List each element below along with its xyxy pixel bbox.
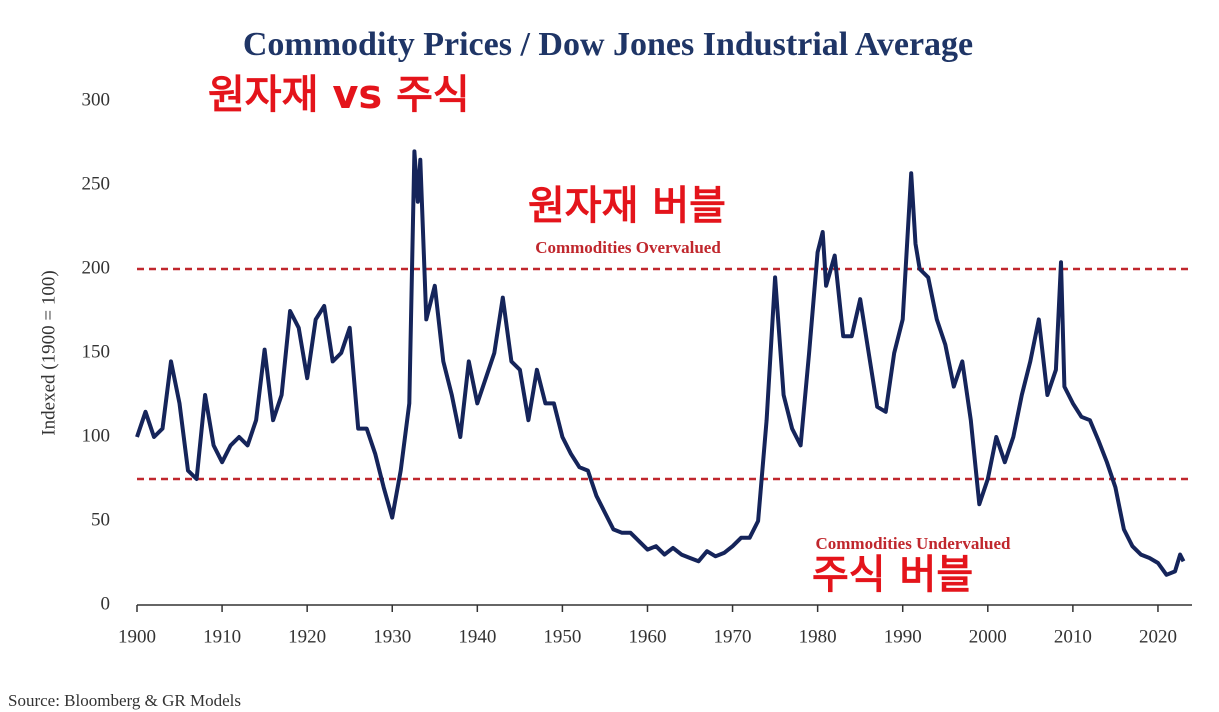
x-tick-label: 2020 [1139, 626, 1177, 647]
x-tick-label: 2000 [969, 626, 1007, 647]
y-tick-label: 300 [82, 89, 111, 110]
x-tick-label: 1980 [799, 626, 837, 647]
y-tick-label: 50 [91, 509, 110, 530]
source: Source: Bloomberg & GR Models [8, 691, 241, 710]
x-tick-label: 1930 [373, 626, 411, 647]
reference-label: Commodities Overvalued [535, 238, 721, 257]
chart-title: Commodity Prices / Dow Jones Industrial … [243, 26, 973, 63]
x-tick-label: 1970 [714, 626, 752, 647]
x-tick-label: 1920 [288, 626, 326, 647]
annotation: 원자재 vs 주식 [208, 72, 470, 118]
data-line [135, 149, 1186, 577]
y-tick-label: 250 [82, 173, 111, 194]
x-tick-label: 2010 [1054, 626, 1092, 647]
annotation: 원자재 버블 [528, 183, 726, 229]
x-tick-label: 1990 [884, 626, 922, 647]
y-tick-label: 100 [82, 425, 111, 446]
reference-label: Commodities Undervalued [815, 534, 1011, 553]
annotation: 주식 버블 [812, 552, 973, 598]
y-tick-label: 150 [82, 341, 111, 362]
x-tick-label: 1950 [543, 626, 581, 647]
x-tick-label: 1900 [118, 626, 156, 647]
x-tick-label: 1910 [203, 626, 241, 647]
y-axis-label: Indexed (1900 = 100) [38, 270, 59, 435]
x-tick-label: 1960 [628, 626, 666, 647]
x-tick-label: 1940 [458, 626, 496, 647]
y-tick-label: 200 [82, 257, 111, 278]
y-tick-label: 0 [101, 593, 111, 614]
